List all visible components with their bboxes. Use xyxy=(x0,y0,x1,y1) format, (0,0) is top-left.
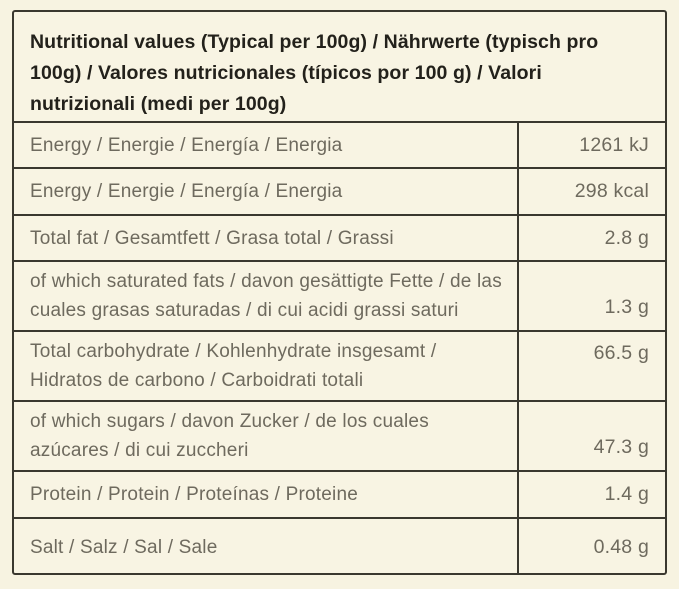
table-row-total-carbohydrate: Total carbohydrate / Kohlenhydrate insge… xyxy=(14,330,665,400)
row-label: of which saturated fats / davon gesättig… xyxy=(30,271,502,321)
row-label: Salt / Salz / Sal / Sale xyxy=(30,536,218,558)
row-label: Protein / Protein / Proteínas / Proteine xyxy=(30,484,359,505)
row-value: 0.48 g xyxy=(517,519,665,575)
row-value: 298 kcal xyxy=(517,169,665,214)
table-row-energy-kcal: Energy / Energie / Energía / Energia 298… xyxy=(14,167,665,214)
table-row-protein: Protein / Protein / Proteínas / Proteine… xyxy=(14,470,665,517)
table-row-salt: Salt / Salz / Sal / Sale 0.48 g xyxy=(14,517,665,575)
row-label: Energy / Energie / Energía / Energia xyxy=(30,181,343,202)
table-row-sugars: of which sugars / davon Zucker / de los … xyxy=(14,400,665,470)
row-value: 1261 kJ xyxy=(517,123,665,167)
nutrition-facts-table: Nutritional values (Typical per 100g) / … xyxy=(12,10,667,575)
table-row-energy-kj: Energy / Energie / Energía / Energia 126… xyxy=(14,121,665,167)
row-value: 66.5 g xyxy=(517,332,665,400)
table-row-total-fat: Total fat / Gesamtfett / Grasa total / G… xyxy=(14,214,665,260)
row-value: 47.3 g xyxy=(517,402,665,470)
row-value: 1.3 g xyxy=(517,262,665,330)
row-label: Total fat / Gesamtfett / Grasa total / G… xyxy=(30,227,394,249)
nutrition-table-title: Nutritional values (Typical per 100g) / … xyxy=(30,31,599,115)
row-label: Energy / Energie / Energía / Energia xyxy=(30,134,343,156)
table-row-saturated-fats: of which saturated fats / davon gesättig… xyxy=(14,260,665,330)
row-label: Total carbohydrate / Kohlenhydrate insge… xyxy=(30,341,437,391)
row-value: 2.8 g xyxy=(517,216,665,260)
row-label: of which sugars / davon Zucker / de los … xyxy=(30,411,429,461)
row-value: 1.4 g xyxy=(517,472,665,517)
